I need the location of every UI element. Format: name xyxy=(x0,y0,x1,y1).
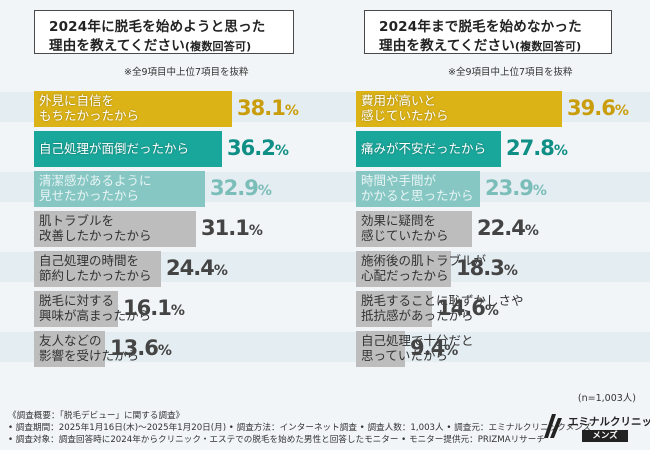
right-bar-5: 施術後の肌トラブルが 心配だったから xyxy=(356,251,486,287)
left-bar-3: 清潔感があるように 見せたかったから xyxy=(34,171,205,207)
left-bar-label-6: 脱毛に対する 興味が高まったから xyxy=(39,293,152,323)
right-bar-value-number-6: 14.6 xyxy=(437,296,486,320)
right-title-suffix: (複数回答可) xyxy=(514,40,582,53)
brand-logo: エミナルクリニック メンズ xyxy=(542,410,650,444)
left-bar-value-2: 36.2% xyxy=(227,136,289,160)
right-bar-value-unit-1: % xyxy=(614,103,629,119)
right-bar-value-number-5: 18.3 xyxy=(456,256,505,280)
left-bar-value-unit-4: % xyxy=(248,223,263,239)
right-bar-label-5: 施術後の肌トラブルが 心配だったから xyxy=(361,253,487,283)
right-bar-2: 痛みが不安だったから xyxy=(356,131,501,167)
left-bar-value-number-3: 32.9 xyxy=(210,176,259,200)
left-bar-6: 脱毛に対する 興味が高まったから xyxy=(34,291,151,327)
left-bar-value-number-6: 16.1 xyxy=(123,296,172,320)
right-bar-value-unit-2: % xyxy=(553,143,568,159)
right-bar-value-5: 18.3% xyxy=(456,256,518,280)
background-stripe xyxy=(0,332,650,362)
right-bar-value-unit-7: % xyxy=(444,343,458,359)
left-bar-value-unit-2: % xyxy=(274,143,289,159)
brand-name: エミナルクリニック xyxy=(568,416,650,428)
footer-survey-title: 《調査概要：「脱毛デビュー」に関する調査》 xyxy=(8,411,185,421)
left-bar-label-2: 自己処理が面倒だったから xyxy=(39,141,190,156)
brand-badge: メンズ xyxy=(582,430,628,442)
right-bar-value-unit-4: % xyxy=(524,223,539,239)
right-bar-value-number-1: 39.6 xyxy=(567,96,616,120)
left-bar-value-5: 24.4% xyxy=(166,256,228,280)
left-bar-7: 友人などの 影響を受けたから xyxy=(34,331,139,367)
right-bar-3: 時間や手間が かかると思ったから xyxy=(356,171,480,207)
left-bar-value-6: 16.1% xyxy=(123,296,185,320)
brand-mark-icon xyxy=(544,414,562,438)
right-bar-label-7: 自己処理で十分だと 思っていたから xyxy=(361,333,474,363)
left-bar-value-7: 13.6% xyxy=(110,336,172,360)
left-bar-value-unit-3: % xyxy=(257,183,272,199)
left-bar-label-3: 清潔感があるように 見せたかったから xyxy=(39,173,152,203)
footer-survey-period: • 調査期間：2025年1月16日(木)〜2025年1月20日(月) • 調査方… xyxy=(8,423,592,433)
left-bar-value-3: 32.9% xyxy=(210,176,272,200)
left-bar-label-7: 友人などの 影響を受けたから xyxy=(39,333,140,363)
right-bar-value-number-3: 23.9 xyxy=(485,176,534,200)
left-bar-value-number-1: 38.1 xyxy=(237,96,286,120)
left-bar-1: 外見に自信を もちたかったから xyxy=(34,91,232,127)
left-title-line1: 2024年に脱毛を始めようと思った xyxy=(49,19,266,35)
right-bar-label-4: 効果に疑問を 感じていたから xyxy=(361,213,449,243)
footer-survey-target: • 調査対象：調査回答時に2024年からクリニック・エステでの脱毛を始めた男性と… xyxy=(8,435,545,445)
left-bar-value-unit-7: % xyxy=(157,343,172,359)
right-bar-value-2: 27.8% xyxy=(506,136,568,160)
right-bar-value-unit-3: % xyxy=(532,183,547,199)
left-title-suffix: (複数回答可) xyxy=(184,40,252,53)
left-bar-5: 自己処理の時間を 節約したかったから xyxy=(34,251,161,287)
right-bar-6: 脱毛することに恥ずかしさや 抵抗感があったから xyxy=(356,291,524,327)
left-title-line2: 理由を教えてください(複数回答可) xyxy=(49,34,251,54)
right-bar-value-number-7: 9.4 xyxy=(410,336,445,360)
right-bar-value-unit-5: % xyxy=(503,263,518,279)
right-bar-label-3: 時間や手間が かかると思ったから xyxy=(361,173,474,203)
right-bar-7: 自己処理で十分だと 思っていたから xyxy=(356,331,474,367)
right-bar-value-6: 14.6% xyxy=(437,296,499,320)
right-bar-1: 費用が高いと 感じていたから xyxy=(356,91,562,127)
left-title-main: 理由を教えてください xyxy=(49,38,185,54)
right-chart-title: 2024年まで脱毛を始めなかった 理由を教えてください(複数回答可) xyxy=(364,10,612,54)
left-bar-label-1: 外見に自信を もちたかったから xyxy=(39,93,140,123)
right-bar-value-3: 23.9% xyxy=(485,176,547,200)
right-title-line2: 理由を教えてください(複数回答可) xyxy=(379,34,581,54)
left-bar-value-unit-6: % xyxy=(170,303,185,319)
right-note: ※全9項目中上位7項目を抜粋 xyxy=(448,67,573,78)
left-bar-value-1: 38.1% xyxy=(237,96,299,120)
left-bar-value-unit-5: % xyxy=(213,263,228,279)
left-bar-4: 肌トラブルを 改善したかったから xyxy=(34,211,196,247)
left-bar-2: 自己処理が面倒だったから xyxy=(34,131,222,167)
right-bar-label-6: 脱毛することに恥ずかしさや 抵抗感があったから xyxy=(361,293,524,323)
right-bar-value-unit-6: % xyxy=(484,303,499,319)
left-bar-value-number-7: 13.6 xyxy=(110,336,159,360)
right-bar-4: 効果に疑問を 感じていたから xyxy=(356,211,472,247)
left-bar-value-number-5: 24.4 xyxy=(166,256,215,280)
left-bar-value-unit-1: % xyxy=(284,103,299,119)
left-note: ※全9項目中上位7項目を抜粋 xyxy=(124,67,249,78)
sample-size: (n=1,003人) xyxy=(577,393,636,404)
right-bar-value-4: 22.4% xyxy=(477,216,539,240)
right-title-main: 理由を教えてください xyxy=(379,38,515,54)
left-bar-label-5: 自己処理の時間を 節約したかったから xyxy=(39,253,152,283)
left-bar-value-number-2: 36.2 xyxy=(227,136,276,160)
right-bar-value-number-4: 22.4 xyxy=(477,216,526,240)
left-bar-value-4: 31.1% xyxy=(201,216,263,240)
right-bar-label-1: 費用が高いと 感じていたから xyxy=(361,93,449,123)
left-bar-label-4: 肌トラブルを 改善したかったから xyxy=(39,213,152,243)
right-bar-value-1: 39.6% xyxy=(567,96,629,120)
right-bar-value-number-2: 27.8 xyxy=(506,136,555,160)
right-bar-label-2: 痛みが不安だったから xyxy=(361,141,487,156)
right-bar-value-7: 9.4% xyxy=(410,336,458,360)
left-chart-title: 2024年に脱毛を始めようと思った 理由を教えてください(複数回答可) xyxy=(34,10,294,54)
right-title-line1: 2024年まで脱毛を始めなかった xyxy=(379,19,582,35)
left-bar-value-number-4: 31.1 xyxy=(201,216,250,240)
